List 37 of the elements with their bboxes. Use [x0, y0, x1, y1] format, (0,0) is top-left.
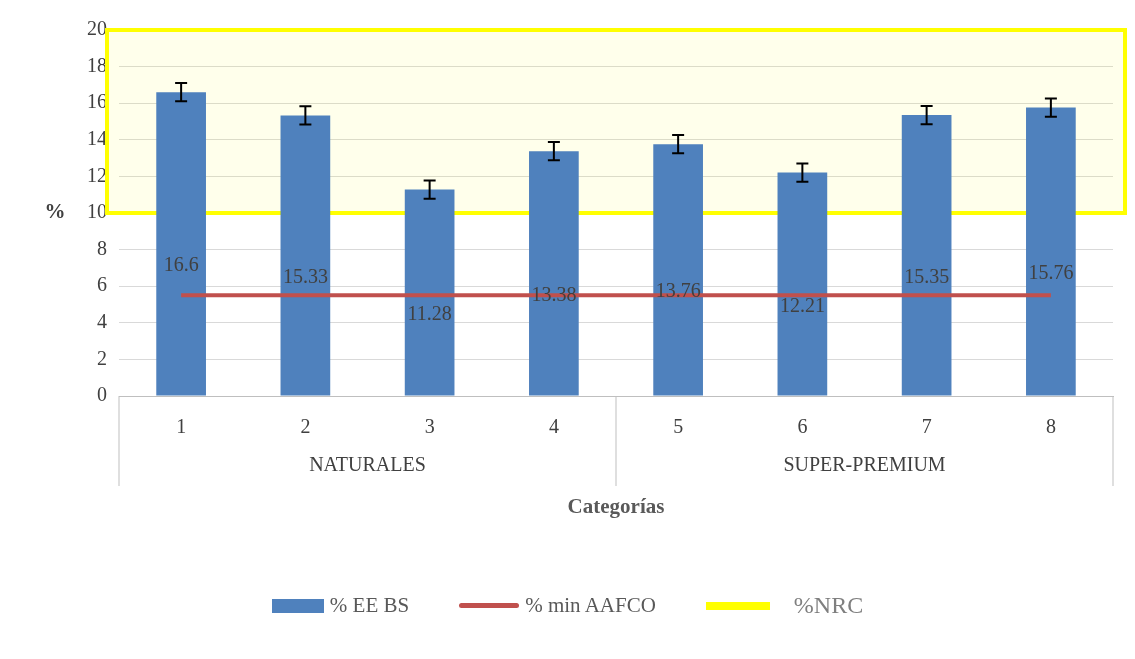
bar [529, 151, 579, 396]
bar [156, 92, 206, 396]
bar [404, 189, 455, 396]
bar [901, 115, 952, 396]
x-tick-label: 5 [673, 415, 684, 438]
x-tick-label: 3 [424, 415, 435, 438]
x-tick-label: 1 [176, 415, 187, 438]
bar [653, 144, 703, 396]
data-label: 11.28 [407, 302, 452, 325]
bar [1026, 107, 1076, 396]
data-label: 16.6 [163, 253, 199, 276]
y-tick-label: 6 [97, 273, 107, 296]
bar [777, 172, 828, 396]
legend-label: % min AAFCO [525, 593, 656, 618]
data-label: 15.33 [282, 264, 328, 287]
y-tick-label: 0 [97, 383, 107, 406]
legend-label: % EE BS [329, 593, 410, 618]
y-tick-label: 20 [87, 17, 107, 40]
legend-label: %NRC [793, 592, 864, 619]
x-tick-label: 8 [1045, 415, 1056, 438]
text: NATURALES [309, 453, 426, 476]
y-tick-label: 2 [97, 346, 107, 369]
y-tick-label: 12 [87, 163, 107, 186]
y-tick-label: 4 [97, 310, 107, 333]
x-tick-label: 7 [921, 415, 932, 438]
x-tick-label: 2 [300, 415, 311, 438]
x-axis-title: Categorías [567, 494, 665, 519]
text: SUPER-PREMIUM [783, 453, 946, 476]
x-tick-label: 6 [797, 415, 808, 438]
y-axis-title: % [44, 199, 66, 224]
y-tick-label: 14 [87, 127, 107, 150]
bar [280, 115, 331, 396]
x-tick-label: 4 [548, 415, 559, 438]
data-label: 15.35 [904, 264, 950, 287]
data-label: 15.76 [1028, 261, 1074, 284]
data-label: 12.21 [779, 293, 825, 316]
y-tick-label: 8 [97, 236, 107, 259]
